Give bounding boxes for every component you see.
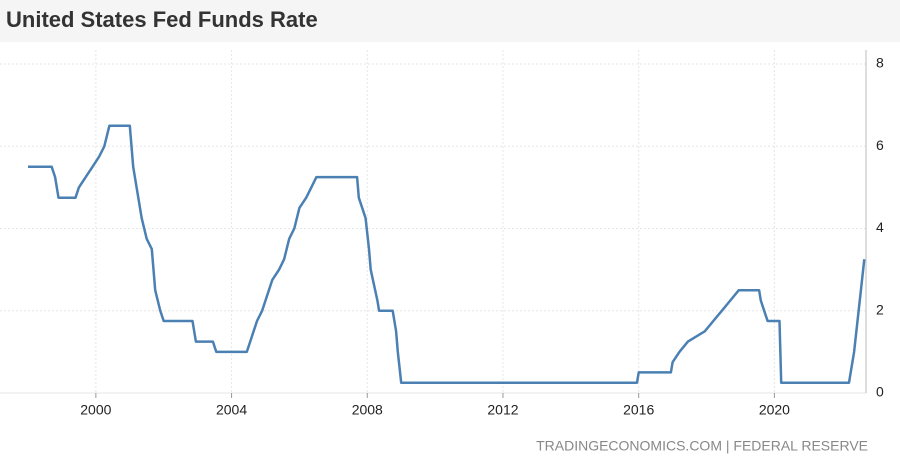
y-tick-label: 2	[876, 301, 884, 317]
x-tick-label: 2004	[216, 402, 247, 418]
chart-title: United States Fed Funds Rate	[6, 7, 318, 32]
y-tick-label: 0	[876, 384, 884, 400]
source: TRADINGECONOMICS.COM | FEDERAL RESERVE	[536, 438, 868, 454]
y-tick-label: 4	[876, 219, 884, 235]
x-tick-label: 2012	[487, 402, 518, 418]
title-bar	[0, 0, 900, 42]
data-line	[28, 124, 866, 384]
x-tick-label: 2000	[80, 402, 111, 418]
x-tick-label: 2020	[759, 402, 790, 418]
y-tick-label: 6	[876, 137, 884, 153]
x-tick-label: 2008	[352, 402, 383, 418]
y-tick-label: 8	[876, 55, 884, 71]
x-tick-label: 2016	[623, 402, 654, 418]
